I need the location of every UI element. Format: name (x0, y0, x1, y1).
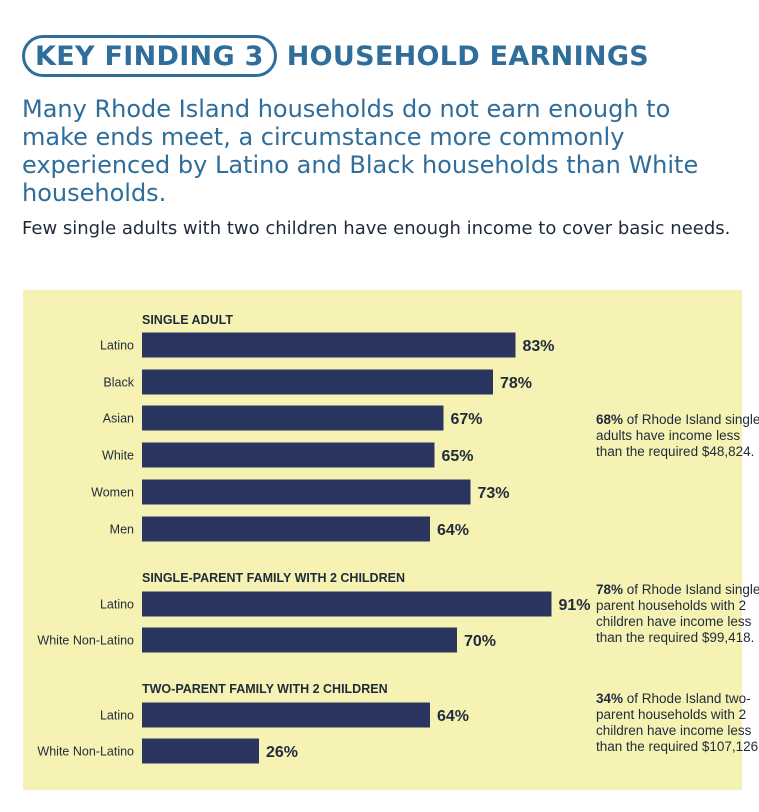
value-label: 64% (437, 708, 469, 725)
value-label: 26% (266, 744, 298, 761)
bar (142, 702, 430, 728)
bar (142, 369, 493, 395)
bar (142, 627, 457, 653)
bar (142, 405, 444, 431)
category-label: Latino (100, 339, 134, 353)
category-label: White Non-Latino (37, 634, 134, 648)
note-text: of Rhode Island two-parent households wi… (596, 691, 759, 754)
category-label: Women (91, 486, 134, 500)
group-title: TWO-PARENT FAMILY WITH 2 CHILDREN (142, 682, 388, 696)
key-finding-badge: KEY FINDING 3 (22, 35, 277, 77)
value-label: 64% (437, 522, 469, 539)
bar (142, 332, 516, 358)
group-title: SINGLE-PARENT FAMILY WITH 2 CHILDREN (142, 571, 405, 585)
category-label: Latino (100, 598, 134, 612)
bar (142, 738, 259, 764)
note-percent: 34% (596, 691, 624, 706)
category-label: White (102, 449, 134, 463)
category-label: Latino (100, 709, 134, 723)
note-single-adult: 68% of Rhode Island single adults have i… (596, 412, 759, 460)
lede-text: Many Rhode Island households do not earn… (22, 95, 699, 207)
value-label: 83% (523, 338, 555, 355)
bar (142, 442, 435, 468)
value-label: 91% (559, 597, 591, 614)
value-label: 65% (442, 448, 474, 465)
subheading: Few single adults with two children have… (22, 218, 731, 239)
category-label: Men (110, 523, 134, 537)
value-label: 70% (464, 633, 496, 650)
category-label: Black (103, 376, 134, 390)
note-percent: 78% (596, 582, 624, 597)
bar-chart: SINGLE ADULT Latino 83% Black 78% Asian 67% Whi… (37, 313, 591, 764)
note-two-parent: 34% of Rhode Island two-parent household… (596, 691, 759, 755)
chart-panel: SINGLE ADULT Latino 83% Black 78% Asian 67% Whi… (23, 290, 759, 790)
heading: KEY FINDING 3 HOUSEHOLD EARNINGS (22, 35, 650, 77)
page-title: HOUSEHOLD EARNINGS (286, 40, 650, 72)
bar (142, 479, 471, 505)
group-title: SINGLE ADULT (142, 313, 233, 327)
bar (142, 591, 552, 617)
note-single-parent: 78% of Rhode Island single-parent househ… (596, 582, 759, 646)
note-percent: 68% (596, 412, 624, 427)
category-label: Asian (103, 412, 134, 426)
value-label: 78% (500, 375, 532, 392)
note-text: of Rhode Island single adults have incom… (596, 412, 759, 459)
note-text: of Rhode Island single-parent households… (596, 582, 759, 645)
bar (142, 516, 430, 542)
value-label: 73% (478, 485, 510, 502)
value-label: 67% (451, 411, 483, 428)
category-label: White Non-Latino (37, 745, 134, 759)
